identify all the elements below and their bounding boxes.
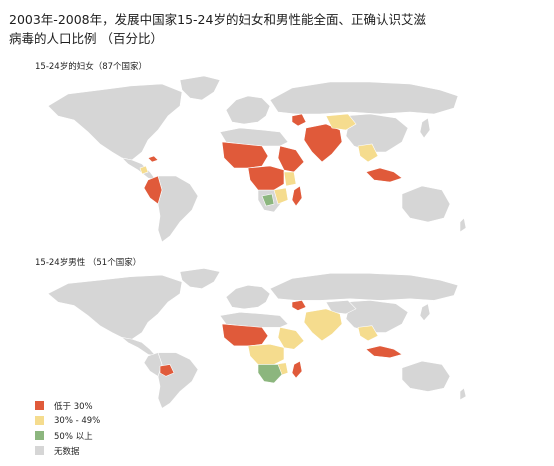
new-zealand	[459, 387, 467, 401]
legend-swatch	[35, 401, 44, 410]
legend-label: 50% 以上	[54, 431, 93, 442]
japan	[419, 117, 431, 139]
russia	[269, 273, 459, 301]
men-world-map	[47, 268, 467, 409]
legend-item-no-data: 无数据	[35, 443, 100, 458]
south-america-rest	[157, 175, 199, 243]
legend-item-below-30: 低于 30%	[35, 398, 100, 413]
legend-label: 低于 30%	[54, 401, 93, 412]
west-africa	[221, 141, 269, 169]
europe-west	[225, 95, 271, 125]
legend-item-30-49: 30% - 49%	[35, 413, 100, 428]
women-world-map	[47, 75, 467, 243]
bolivia	[159, 364, 175, 377]
china-region	[343, 300, 409, 333]
below-30-regions	[159, 300, 403, 379]
southern-africa-green	[261, 193, 275, 207]
australia	[401, 360, 451, 392]
30-to-49-regions	[247, 308, 379, 377]
indochina	[357, 325, 379, 342]
north-america	[47, 83, 183, 161]
caribbean-islands	[147, 155, 159, 163]
andean-south-america	[143, 175, 163, 205]
india-yellow	[303, 308, 343, 342]
greenland	[179, 75, 221, 101]
madagascar	[291, 360, 303, 379]
legend-swatch	[35, 446, 44, 455]
legend-label: 30% - 49%	[54, 415, 101, 426]
russia	[269, 81, 459, 115]
china-region	[343, 113, 409, 153]
central-america	[121, 337, 157, 357]
west-africa	[221, 323, 269, 347]
50-plus-regions	[261, 193, 275, 207]
30-to-49-regions	[139, 113, 379, 205]
50-plus-regions	[257, 364, 283, 384]
men-map-subtitle: 15-24岁男性 （51个国家）	[35, 258, 142, 268]
europe-west	[225, 284, 271, 310]
legend-item-50-plus: 50% 以上	[35, 428, 100, 443]
madagascar	[291, 185, 303, 207]
page-title: 2003年-2008年，发展中国家15-24岁的妇女和男性能全面、正确认识艾滋病…	[9, 12, 426, 46]
east-africa-yellow	[283, 171, 297, 187]
central-africa	[247, 165, 285, 191]
no-data-land	[47, 268, 467, 409]
horn-of-africa	[277, 145, 305, 173]
caucasus	[291, 300, 307, 311]
japan	[419, 303, 431, 322]
southeast-asia-islands	[365, 167, 403, 183]
horn-of-africa-yellow	[277, 327, 305, 350]
middle-east-south-asia	[303, 123, 343, 163]
central-america-yellow	[139, 165, 149, 175]
indochina	[357, 143, 379, 163]
legend-swatch	[35, 431, 44, 440]
legend-label: 无数据	[54, 446, 80, 457]
new-zealand	[459, 217, 467, 233]
legend-swatch	[35, 416, 44, 425]
australia	[401, 185, 451, 223]
southern-africa-yellow	[273, 187, 289, 205]
greenland	[179, 268, 221, 289]
central-asia	[325, 113, 357, 131]
southern-africa-green	[257, 364, 283, 384]
caucasus	[291, 113, 307, 127]
southeast-asia-islands	[365, 345, 403, 358]
women-map-subtitle: 15-24岁的妇女（87个国家）	[35, 62, 148, 72]
central-africa-yellow	[247, 343, 285, 365]
andean-south-america	[143, 352, 163, 377]
north-america	[47, 274, 183, 340]
map-legend: 低于 30% 30% - 49% 50% 以上 无数据	[35, 398, 100, 458]
south-america-rest	[157, 352, 199, 409]
